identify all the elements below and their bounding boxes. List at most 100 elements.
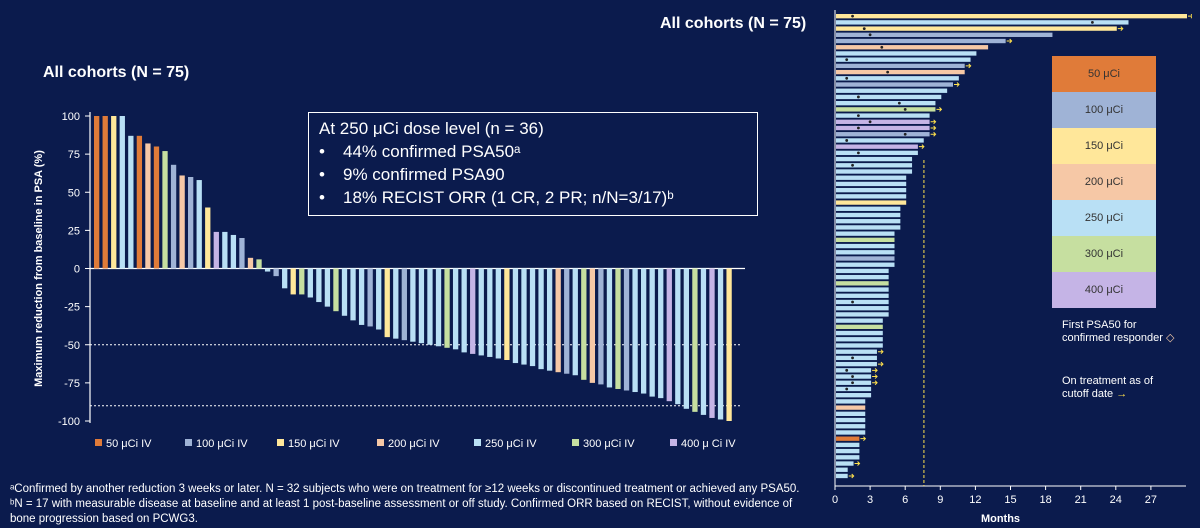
y-tick-label: -75 [64, 378, 80, 390]
patient-bar [836, 51, 977, 56]
psa-bar [529, 268, 536, 367]
x-tick-label: 21 [1075, 494, 1087, 506]
ongoing-arrow [848, 473, 855, 479]
arrow-right-icon: → [1116, 388, 1128, 400]
patient-bar [836, 393, 872, 398]
legend-swatch [95, 439, 102, 446]
psa-bar [470, 268, 476, 354]
patient-bar [836, 293, 889, 298]
on-treatment-label: On treatment as of cutoff date [1062, 375, 1154, 400]
psa50-marker [1091, 20, 1094, 24]
y-tick-label: -100 [58, 416, 80, 428]
x-tick-label: 27 [1145, 494, 1157, 506]
psa50-marker [851, 14, 854, 18]
patient-bar [836, 299, 889, 305]
ongoing-arrow [954, 82, 960, 87]
psa-bar [222, 231, 228, 269]
psa-bar [538, 268, 544, 370]
psa-bar [555, 268, 561, 373]
ongoing-arrow [872, 380, 878, 386]
patient-bar [836, 262, 895, 267]
x-tick-label: 9 [937, 494, 943, 506]
ongoing-arrow [1117, 26, 1124, 31]
ongoing-arrow [877, 349, 884, 355]
psa-bar [452, 268, 459, 350]
x-tick-label: 18 [1039, 494, 1051, 506]
first-psa50-label: First PSA50 for confirmed responder [1062, 319, 1163, 344]
psa-bar [213, 231, 219, 269]
psa-bar [393, 268, 399, 339]
psa-bar [666, 268, 672, 402]
psa-bar [401, 268, 407, 341]
psa-bar [546, 268, 553, 371]
psa-bar [581, 268, 587, 380]
right-chart-title: All cohorts (N = 75) [660, 15, 807, 32]
ongoing-arrow [872, 367, 878, 373]
patient-bar [836, 448, 860, 454]
patient-bar [836, 467, 848, 472]
patient-bar [836, 349, 877, 354]
psa-bar [350, 268, 356, 321]
legend-swatch [572, 439, 579, 446]
patient-bar [836, 343, 883, 348]
psa-bar [623, 268, 630, 391]
dose-summary-box: At 250 μCi dose level (n = 36) • 44% conf… [308, 112, 758, 216]
psa50-marker [845, 368, 849, 372]
psa50-marker [851, 375, 854, 378]
patient-bar [836, 38, 1006, 44]
legend-label: 200 μCi IV [388, 438, 440, 450]
psa50-marker [851, 163, 854, 167]
y-tick-label: 0 [74, 264, 80, 276]
y-tick-label: 50 [68, 187, 80, 199]
patient-bar [836, 69, 965, 75]
legend-label: 150 μCi IV [288, 438, 340, 450]
psa50-marker [886, 70, 890, 74]
psa-bar [367, 268, 373, 327]
x-tick-label: 24 [1110, 494, 1122, 506]
psa-bar [341, 268, 348, 316]
diamond-icon: ◇ [1165, 332, 1175, 344]
patient-bar [836, 206, 901, 211]
patient-bar [836, 150, 918, 156]
psa-bar [384, 268, 390, 338]
patient-bar [836, 212, 901, 218]
patient-bar [836, 26, 1117, 31]
legend-swatch [185, 439, 192, 446]
y-tick-label: 25 [68, 225, 80, 237]
psa50-marker [851, 300, 854, 304]
psa-bar [102, 116, 108, 269]
psa-bar [598, 268, 604, 385]
on-treatment-legend: On treatment as of cutoff date → [1062, 375, 1182, 401]
patient-bar [836, 330, 883, 336]
psa50-marker [851, 356, 854, 360]
patient-bar [836, 20, 1129, 25]
patient-bar [836, 442, 860, 448]
summary-psa90: 9% confirmed PSA90 [343, 165, 505, 184]
patient-bar [836, 94, 942, 100]
dose-legend-item: 150 μCi [1052, 128, 1156, 164]
ongoing-arrow [1006, 38, 1013, 44]
patient-bar [836, 455, 860, 460]
psa50-marker [857, 114, 860, 117]
psa-bar [717, 268, 724, 420]
psa-bar [324, 268, 331, 307]
ongoing-arrow [1188, 13, 1192, 19]
psa50-marker [897, 101, 901, 105]
ongoing-arrow [860, 436, 867, 442]
patient-bar [836, 175, 907, 180]
psa50-marker [857, 95, 860, 99]
psa-bar [256, 259, 262, 269]
patient-bar [836, 194, 907, 199]
bullet-marker: • [319, 165, 325, 184]
psa-bar [427, 268, 433, 345]
psa-bar [230, 234, 237, 269]
patient-bar [836, 411, 866, 416]
y-axis-label: Maximum reduction from baseline in PSA (… [33, 150, 45, 387]
patient-bar [836, 368, 872, 373]
x-tick-label: 3 [867, 494, 873, 506]
psa50-marker [845, 387, 849, 391]
patient-bar [836, 324, 883, 330]
patient-bar [836, 76, 959, 81]
x-axis-label: Months [981, 513, 1020, 525]
patient-bar [836, 82, 953, 87]
